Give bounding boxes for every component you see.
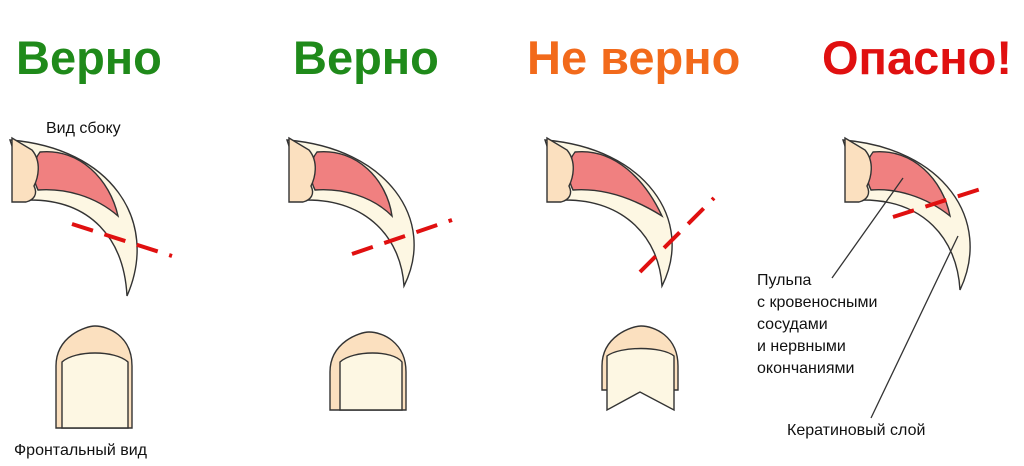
nail-front-view-3 [601,325,679,412]
nail-side-view-3 [544,136,716,289]
nail-base [546,136,574,203]
nail-base [11,136,39,203]
keratin-shell [606,347,675,412]
cut-line [892,184,991,219]
heading-correct-2: Верно [293,31,439,84]
pointer-keratin [870,235,959,419]
cut-line [351,218,453,256]
nail-side-view-2 [286,136,453,289]
label-pulp-line-1: Пульпа [757,272,812,289]
label-pulp-line-3: сосудами [757,316,828,333]
heading-dangerous: Опасно! [822,31,1012,84]
heading-correct-1: Верно [16,31,162,84]
label-pulp-line-4: и нервными [757,338,846,355]
keratin-shell [61,352,129,429]
cut-line [71,222,173,258]
label-pulp-line-2: с кровеносными [757,294,878,311]
pointer-pulp [831,177,904,279]
nail-front-view-2 [329,331,407,411]
label-front-view: Фронтальный вид [14,442,148,459]
label-pulp-line-5: окончаниями [757,360,855,377]
heading-incorrect: Не верно [527,31,741,84]
cut-line [638,196,716,274]
nail-base [288,136,316,203]
keratin-shell [339,352,403,411]
label-side-view: Вид сбоку [46,120,121,137]
nail-base [844,136,872,203]
nail-side-view-1 [9,136,173,297]
nail-front-view-1 [55,325,133,429]
label-keratin-layer: Кератиновый слой [787,422,926,439]
nail-side-view-4 [831,136,991,419]
